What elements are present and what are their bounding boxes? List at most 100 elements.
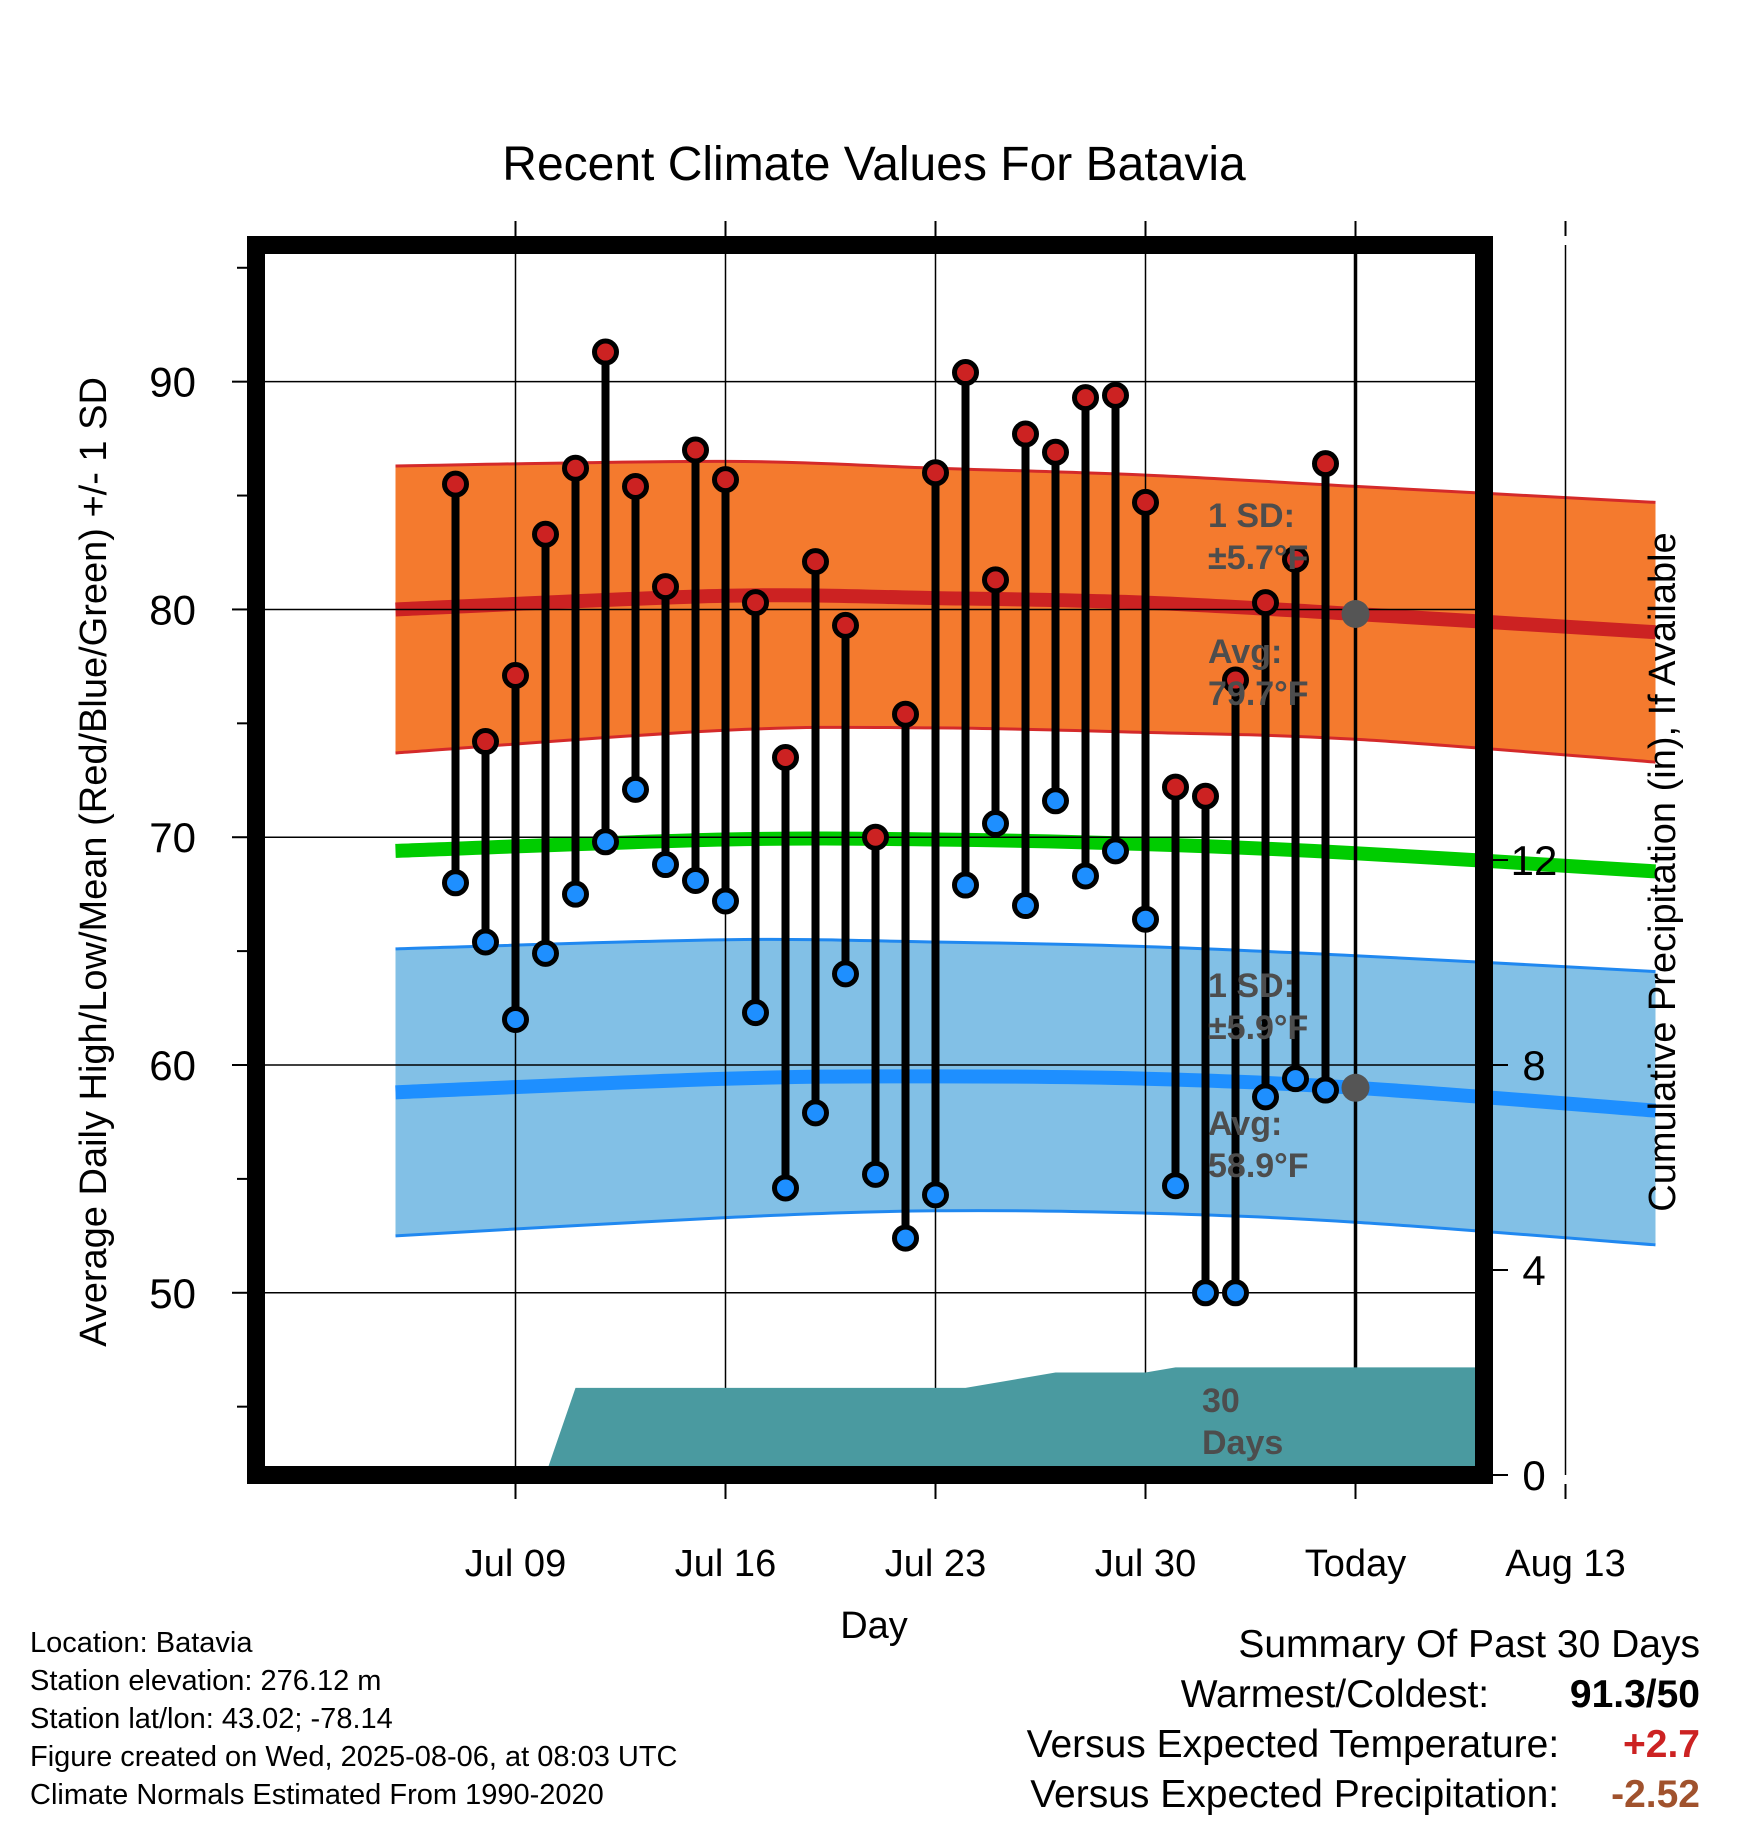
high-point bbox=[892, 700, 919, 728]
axis-ticks: 50 60 70 80 90 0 4 8 12 Jul 09 Jul 16 Jul 23 Jul 30 T… bbox=[149, 221, 1626, 1585]
today-high-avg-marker bbox=[1341, 600, 1370, 628]
high-point bbox=[562, 454, 589, 482]
normal-high-line bbox=[395, 588, 1656, 640]
low-sd-annotation-line2: ±5.9°F bbox=[1208, 1009, 1308, 1047]
low-point bbox=[1312, 1076, 1339, 1104]
annotations: 1 SD: ±5.7°F Avg: 79.7°F 1 SD: ±5.9°F Avg: 58.9… bbox=[1202, 497, 1309, 1462]
high-point bbox=[1012, 420, 1039, 448]
low-point bbox=[472, 928, 499, 956]
temp-value: +2.7 bbox=[1623, 1723, 1700, 1766]
high-point bbox=[1192, 782, 1219, 810]
high-point bbox=[1072, 384, 1099, 412]
high-point bbox=[1132, 488, 1159, 516]
y2-tick-label: 0 bbox=[1522, 1452, 1545, 1499]
low-point bbox=[982, 810, 1009, 838]
low-point bbox=[832, 960, 859, 988]
created-text: Figure created on Wed, 2025-08-06, at 08… bbox=[30, 1741, 678, 1773]
normals-text: Climate Normals Estimated From 1990-2020 bbox=[30, 1779, 604, 1811]
low-point bbox=[652, 851, 679, 879]
low-point bbox=[1192, 1279, 1219, 1307]
low-point bbox=[502, 1005, 529, 1033]
precip-area bbox=[545, 1367, 1656, 1475]
high-point bbox=[802, 548, 829, 576]
low-point bbox=[1252, 1083, 1279, 1111]
low-point bbox=[802, 1099, 829, 1127]
daily-stems bbox=[442, 338, 1370, 1307]
low-point bbox=[682, 867, 709, 894]
low-point bbox=[772, 1174, 799, 1202]
y-tick-label: 60 bbox=[149, 1042, 196, 1089]
low-point bbox=[1282, 1065, 1309, 1093]
normal-low-line bbox=[395, 1069, 1657, 1118]
normal-bands bbox=[395, 459, 1657, 1247]
x-tick-label: Aug 13 bbox=[1505, 1543, 1625, 1585]
high-point bbox=[1282, 545, 1309, 573]
high-point bbox=[442, 470, 469, 498]
low-sd-band-fill bbox=[395, 939, 1656, 1245]
summary-panel: Summary Of Past 30 Days Warmest/Coldest:… bbox=[1027, 1620, 1700, 1820]
low-point bbox=[742, 999, 769, 1027]
summary-title: Summary Of Past 30 Days bbox=[1238, 1623, 1700, 1666]
y-tick-label: 80 bbox=[149, 586, 196, 633]
high-point bbox=[1252, 589, 1279, 617]
low-point bbox=[1102, 837, 1129, 865]
normal-mean-line bbox=[395, 831, 1656, 879]
high-point bbox=[652, 573, 679, 601]
low-point bbox=[562, 880, 589, 908]
low-point bbox=[442, 869, 469, 897]
high-point bbox=[952, 359, 979, 387]
low-point bbox=[892, 1224, 919, 1252]
station-info: Location: Batavia Station elevation: 276… bbox=[30, 1624, 678, 1814]
high-point bbox=[682, 436, 709, 464]
low-point bbox=[862, 1160, 889, 1188]
low-point bbox=[952, 871, 979, 899]
y-tick-label: 70 bbox=[149, 814, 196, 861]
high-point bbox=[1162, 773, 1189, 801]
high-point bbox=[1312, 450, 1339, 478]
x-tick-label: Jul 30 bbox=[1095, 1543, 1196, 1585]
high-sd-band-lower-line bbox=[395, 725, 1656, 764]
days-annotation-line1: 30 bbox=[1202, 1382, 1240, 1420]
low-point bbox=[1132, 905, 1159, 933]
low-sd-band-lower-line bbox=[395, 1209, 1656, 1247]
low-point bbox=[1162, 1172, 1189, 1200]
low-point bbox=[532, 939, 559, 967]
summary-precip-row: Versus Expected Precipitation: -2.52 bbox=[1027, 1770, 1700, 1820]
x-tick-label: Today bbox=[1305, 1543, 1406, 1585]
precip-value: -2.52 bbox=[1611, 1773, 1700, 1816]
high-point bbox=[862, 823, 889, 851]
low-avg-annotation-line2: 58.9°F bbox=[1208, 1147, 1309, 1185]
high-sd-annotation-line1: 1 SD: bbox=[1208, 497, 1295, 535]
high-point bbox=[772, 744, 799, 771]
high-sd-band-upper-line bbox=[395, 459, 1656, 504]
low-point bbox=[1042, 787, 1069, 815]
low-point bbox=[712, 887, 739, 915]
precip-label: Versus Expected Precipitation: bbox=[1030, 1773, 1560, 1816]
high-point bbox=[1042, 438, 1069, 466]
high-point bbox=[592, 338, 619, 366]
high-sd-annotation-line2: ±5.7°F bbox=[1208, 539, 1308, 577]
high-point bbox=[472, 728, 499, 756]
low-point bbox=[922, 1181, 949, 1209]
low-avg-annotation-line1: Avg: bbox=[1208, 1105, 1282, 1143]
summary-temp-row: Versus Expected Temperature: +2.7 bbox=[1027, 1720, 1700, 1770]
x-tick-label: Jul 16 bbox=[675, 1543, 776, 1585]
x-axis-label: Day bbox=[840, 1605, 908, 1647]
x-tick-label: Jul 23 bbox=[885, 1543, 986, 1585]
high-point bbox=[622, 472, 649, 500]
low-point bbox=[592, 828, 619, 856]
precip-fill bbox=[545, 1367, 1656, 1475]
low-point bbox=[1072, 862, 1099, 890]
high-point bbox=[742, 589, 769, 617]
y2-tick-label: 8 bbox=[1522, 1042, 1545, 1089]
high-point bbox=[922, 459, 949, 487]
y2-tick-label: 12 bbox=[1511, 837, 1558, 884]
low-point bbox=[1012, 892, 1039, 920]
high-point bbox=[1102, 381, 1129, 409]
days-annotation-line2: Days bbox=[1202, 1424, 1283, 1462]
latlon-text: Station lat/lon: 43.02; -78.14 bbox=[30, 1703, 393, 1735]
x-tick-label: Jul 09 bbox=[465, 1543, 566, 1585]
y-tick-label: 50 bbox=[149, 1270, 196, 1317]
plot-frame bbox=[247, 236, 1493, 1484]
